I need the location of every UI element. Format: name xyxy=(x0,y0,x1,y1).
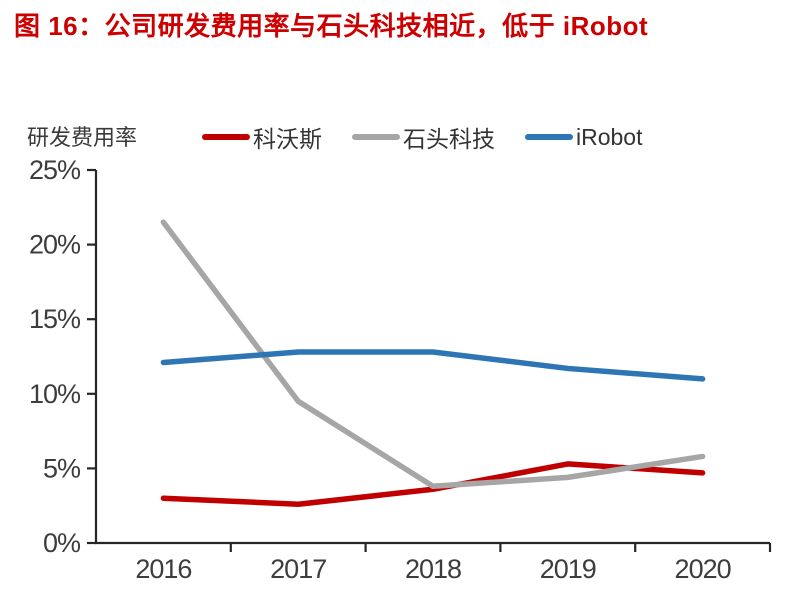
series-line-石头科技 xyxy=(160,219,706,490)
legend-swatch-gray xyxy=(352,134,400,140)
legend-item-kovos: 科沃斯 xyxy=(202,120,322,154)
x-tick-label: 2019 xyxy=(540,554,596,584)
y-tick-label: 10% xyxy=(29,379,81,409)
y-tick-label: 15% xyxy=(29,304,81,334)
legend-swatch-blue xyxy=(525,134,573,140)
legend-label: 科沃斯 xyxy=(253,126,322,152)
series-line-iRobot xyxy=(160,349,706,382)
y-tick-label: 20% xyxy=(29,230,81,260)
legend-item-roborock: 石头科技 xyxy=(352,120,495,154)
y-tick-label: 0% xyxy=(43,528,81,558)
x-tick-label: 2016 xyxy=(135,554,191,584)
chart-legend: 科沃斯 石头科技 iRobot xyxy=(202,120,642,154)
series-line-科沃斯 xyxy=(160,461,706,507)
y-tick-label: 5% xyxy=(43,453,81,483)
y-axis-title: 研发费用率 xyxy=(27,125,138,150)
figure-title-text: 图 16：公司研发费用率与石头科技相近，低于 xyxy=(14,11,563,41)
x-tick-label: 2018 xyxy=(405,554,461,584)
y-tick-label: 25% xyxy=(29,155,81,185)
legend-label: iRobot xyxy=(576,123,643,150)
x-tick-label: 2017 xyxy=(270,554,326,584)
figure-title-latin: iRobot xyxy=(562,11,649,41)
figure-title: 图 16：公司研发费用率与石头科技相近，低于 iRobot xyxy=(14,6,648,43)
legend-label: 石头科技 xyxy=(403,126,495,152)
legend-item-irobot: iRobot xyxy=(525,124,642,151)
x-tick-label: 2020 xyxy=(675,554,731,584)
legend-swatch-red xyxy=(202,134,250,140)
